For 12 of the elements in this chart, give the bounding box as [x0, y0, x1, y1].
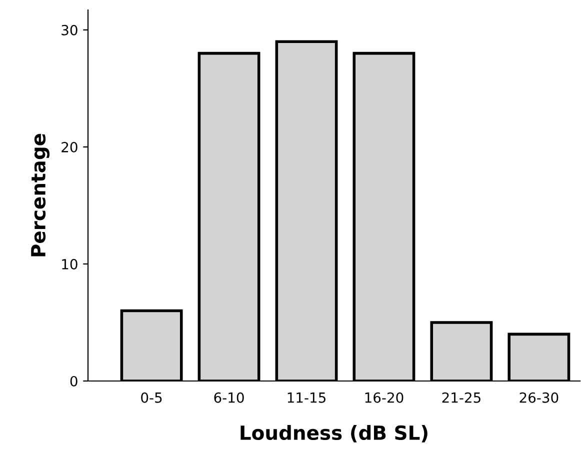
x-tick-label: 16-20 — [365, 392, 404, 403]
y-axis-title: Percentage — [31, 134, 50, 256]
y-tick-label: 20 — [62, 142, 78, 152]
x-tick-label: 6-10 — [214, 392, 244, 403]
x-tick-label: 0-5 — [141, 392, 162, 403]
x-tick-label: 11-15 — [288, 392, 326, 403]
y-tick-label: 10 — [62, 258, 78, 270]
y-tick-label: 0 — [70, 376, 78, 386]
x-axis-title: Loudness (dB SL) — [240, 424, 428, 442]
y-tick-label: 30 — [62, 24, 78, 36]
x-tick-label: 21-25 — [442, 392, 480, 403]
x-tick-label: 26-30 — [520, 392, 558, 403]
